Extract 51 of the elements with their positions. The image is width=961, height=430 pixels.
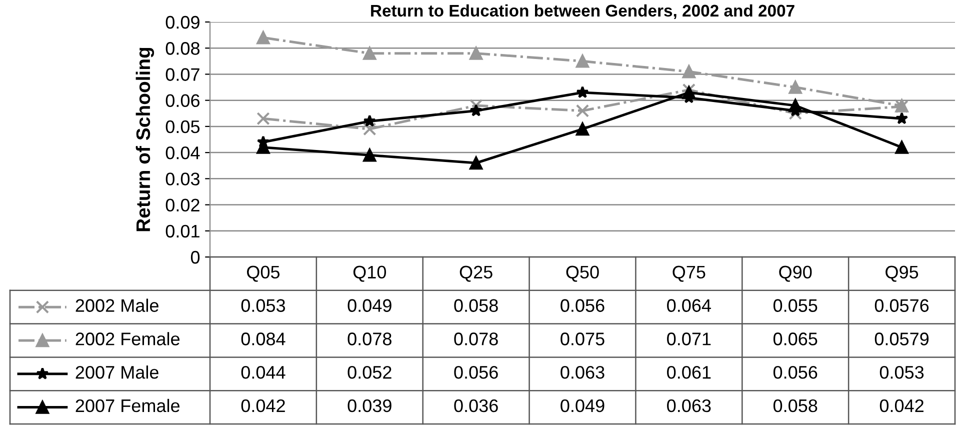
data-label: 0.061	[667, 366, 711, 379]
data-label: 0.063	[560, 366, 604, 379]
data-label: 0.042	[241, 399, 285, 412]
data-label: 0.0576	[874, 299, 929, 312]
y-tick-label: 0.07	[166, 68, 200, 81]
data-label: 0.055	[773, 299, 818, 312]
y-tick-label: 0.01	[166, 224, 200, 238]
data-label: 0.056	[560, 299, 604, 312]
y-tick-label: 0.03	[166, 172, 200, 186]
y-tick-label: 0.09	[166, 16, 200, 29]
data-label: 0.056	[454, 366, 498, 379]
data-label: 0.049	[348, 299, 392, 312]
chart-title: Return to Education between Genders, 2002 and 2007	[371, 4, 794, 20]
data-label: 0.075	[560, 332, 604, 346]
data-label: 0.071	[667, 332, 711, 346]
y-tick-label: 0.05	[166, 120, 200, 134]
data-label: 0.044	[241, 366, 286, 379]
data-label: 0.053	[241, 299, 286, 312]
x-tick-label: Q75	[672, 266, 706, 282]
y-tick-label: 0.06	[166, 94, 200, 108]
data-label: 0.084	[241, 332, 286, 346]
y-tick-label: 0.08	[166, 42, 200, 55]
data-label: 0.065	[773, 332, 818, 346]
data-label: 0.039	[348, 399, 392, 412]
data-label: 0.058	[773, 399, 818, 412]
data-label: 0.063	[667, 399, 711, 412]
x-tick-label: Q05	[247, 266, 280, 282]
legend-label: 2007 Female	[76, 398, 180, 412]
data-label: 0.053	[880, 366, 924, 379]
x-tick-label: Q50	[566, 266, 599, 282]
x-tick-label: Q90	[779, 266, 812, 282]
data-label: 0.0579	[874, 332, 929, 346]
data-label: 0.064	[667, 299, 711, 312]
x-tick-label: Q25	[460, 266, 492, 282]
data-label: 0.078	[348, 332, 392, 346]
legend-label: 2002 Female	[76, 332, 180, 346]
x-tick-label: Q95	[886, 266, 918, 282]
y-tick-label: 0.02	[166, 198, 200, 212]
legend-label: 2002 Male	[76, 298, 158, 312]
data-label: 0.056	[773, 366, 818, 379]
data-label: 0.049	[560, 399, 604, 412]
data-label: 0.042	[880, 399, 924, 412]
data-label: 0.036	[454, 399, 498, 412]
data-label: 0.052	[348, 366, 392, 379]
y-axis-title: Return of Schooling	[136, 48, 154, 232]
x-tick-label: Q10	[353, 266, 386, 282]
y-tick-label: 0	[190, 250, 200, 264]
legend-label: 2007 Male	[76, 365, 158, 379]
data-label: 0.078	[454, 332, 498, 346]
y-tick-label: 0.04	[166, 146, 200, 160]
data-label: 0.058	[454, 299, 498, 312]
